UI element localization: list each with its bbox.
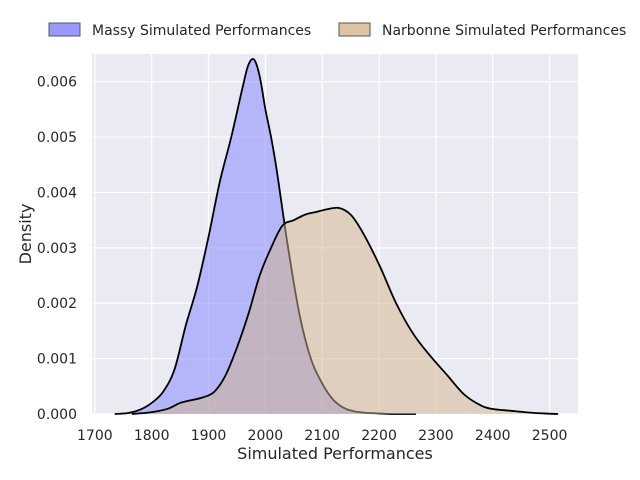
series-narbonne (131, 206, 559, 415)
y-tick-label: 0.005 (37, 130, 77, 146)
y-tick-label: 0.000 (37, 407, 77, 423)
legend: Massy Simulated Performances Narbonne Sim… (48, 22, 626, 39)
y-tick-label: 0.001 (37, 352, 77, 368)
density-series (114, 58, 559, 415)
legend-swatch (338, 22, 371, 37)
y-tick-label: 0.004 (37, 185, 77, 201)
x-tick-label: 2000 (248, 428, 284, 444)
density-line (131, 206, 559, 415)
density-area (131, 207, 559, 414)
y-tick-label: 0.002 (37, 296, 77, 312)
y-tick-label: 0.003 (37, 241, 77, 257)
x-tick-label: 2400 (475, 428, 511, 444)
legend-label: Massy Simulated Performances (92, 23, 311, 39)
x-tick-label: 1900 (191, 428, 227, 444)
x-tick-label: 2500 (532, 428, 568, 444)
y-axis-label: Density (16, 204, 35, 265)
legend-item: Massy Simulated Performances (48, 22, 311, 39)
x-tick-label: 2300 (418, 428, 454, 444)
x-tick-label: 1800 (134, 428, 170, 444)
x-tick-label: 2100 (304, 428, 340, 444)
legend-label: Narbonne Simulated Performances (382, 23, 626, 39)
density-area (114, 58, 417, 414)
x-tick-label: 1700 (77, 428, 113, 444)
x-tick-labels: 1700 1800 1900 2000 2100 2200 2300 2400 2500 (77, 428, 567, 444)
legend-swatch (48, 22, 81, 37)
legend-item: Narbonne Simulated Performances (338, 22, 626, 39)
y-tick-labels: 0.000 0.001 0.002 0.003 0.004 0.005 0.006 (37, 75, 77, 423)
y-tick-label: 0.006 (37, 75, 77, 91)
x-axis-label: Simulated Performances (237, 444, 433, 463)
x-tick-label: 2200 (361, 428, 397, 444)
